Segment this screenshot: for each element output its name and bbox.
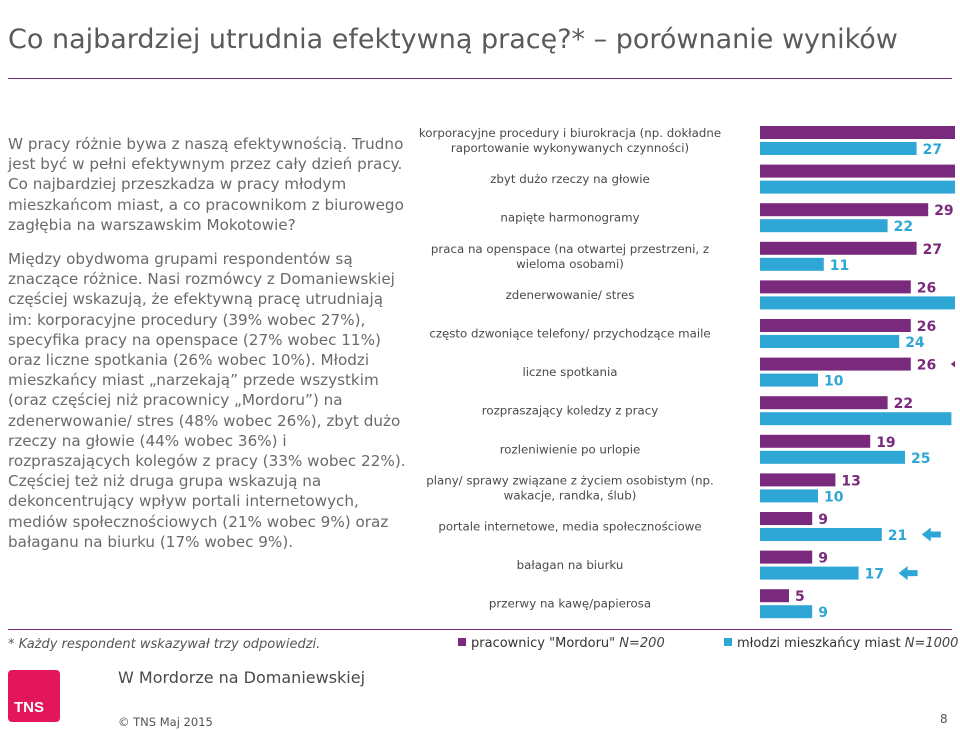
- bar-young: [760, 450, 905, 464]
- footnote: * Każdy respondent wskazywał trzy odpowi…: [8, 637, 321, 652]
- bar-young: [760, 257, 824, 271]
- value-label: 29: [934, 203, 953, 219]
- value-label: 26: [917, 319, 936, 335]
- title-divider: [8, 78, 952, 79]
- bar-young: [760, 296, 955, 310]
- bar-young: [760, 566, 859, 580]
- category-label: rozleniwienie po urlopie: [500, 442, 641, 456]
- footer-divider: [8, 629, 952, 630]
- value-label: 26: [917, 280, 936, 296]
- category-label: rozpraszający koledzy z pracy: [482, 404, 658, 418]
- summary-paragraph-1: W pracy różnie bywa z naszą efektywności…: [8, 135, 404, 234]
- category-label: często dzwoniące telefony/ przychodzące …: [429, 327, 710, 341]
- legend-n-young: N=1000: [904, 636, 959, 651]
- page-number: 8: [940, 712, 948, 726]
- bar-mordor: [760, 396, 888, 410]
- arrow-icon: [898, 566, 918, 581]
- category-label: plany/ sprawy związane z życiem osobisty…: [426, 473, 714, 487]
- tns-logo-text: TNS: [14, 699, 44, 716]
- bar-young: [760, 528, 882, 541]
- bar-mordor: [760, 241, 917, 255]
- legend-label-young: młodzi mieszkańcy miast: [737, 636, 901, 651]
- value-label: 13: [841, 473, 860, 489]
- bar-mordor: [760, 126, 955, 139]
- legend-item-mordor: pracownicy "Mordoru" N=200: [458, 636, 665, 651]
- value-label: 27: [923, 142, 942, 158]
- value-label: 26: [917, 358, 936, 374]
- category-label: zbyt dużo rzeczy na głowie: [490, 172, 650, 186]
- category-label: zdenerwowanie/ stres: [506, 288, 635, 302]
- bar-young: [760, 605, 813, 619]
- bar-mordor: [760, 319, 911, 332]
- value-label: 22: [894, 396, 913, 412]
- bar-mordor: [760, 164, 955, 178]
- bar-young: [760, 412, 952, 426]
- category-label: korporacyjne procedury i biurokracja (np…: [419, 126, 721, 140]
- arrow-icon: [921, 527, 941, 542]
- bar-young: [760, 373, 818, 387]
- bar-mordor: [760, 512, 813, 525]
- value-label: 19: [876, 435, 895, 451]
- summary-text: W pracy różnie bywa z naszą efektywności…: [8, 134, 406, 566]
- value-label: 27: [923, 242, 942, 258]
- copyright: © TNS Maj 2015: [118, 715, 213, 729]
- tns-logo: TNS: [8, 670, 60, 722]
- arrow-icon: [950, 360, 955, 368]
- comparison-bar-chart: korporacyjne procedury i biurokracja (np…: [419, 126, 955, 621]
- category-label: napięte harmonogramy: [500, 211, 639, 225]
- legend-item-young: młodzi mieszkańcy miast N=1000: [724, 636, 958, 651]
- category-label: przerwy na kawę/papierosa: [489, 597, 651, 611]
- category-label: bałagan na biurku: [517, 558, 624, 572]
- bar-mordor: [760, 550, 813, 564]
- value-label: 22: [894, 219, 913, 235]
- bar-young: [760, 489, 818, 503]
- category-label: praca na openspace (na otwartej przestrz…: [431, 242, 709, 256]
- value-label: 9: [818, 551, 828, 567]
- bar-young: [760, 335, 900, 348]
- bar-young: [760, 180, 955, 194]
- summary-paragraph-2: Między obydwoma grupami respondentów są …: [8, 250, 406, 551]
- category-label: wieloma osobami): [516, 257, 624, 271]
- category-label: liczne spotkania: [522, 365, 617, 379]
- bar-young: [760, 219, 888, 233]
- category-label: wakacje, randka, ślub): [504, 488, 637, 502]
- value-label: 25: [911, 451, 930, 467]
- value-label: 5: [795, 589, 805, 605]
- value-label: 21: [888, 528, 907, 544]
- bar-mordor: [760, 203, 929, 217]
- bar-young: [760, 142, 917, 155]
- legend-swatch-young: [724, 638, 732, 646]
- value-label: 11: [830, 258, 849, 274]
- category-label: portale internetowe, media społecznościo…: [438, 520, 701, 534]
- legend-label-mordor: pracownicy "Mordoru": [471, 636, 616, 651]
- page-title: Co najbardziej utrudnia efektywną pracę?…: [8, 24, 898, 55]
- value-label: 9: [818, 512, 828, 528]
- legend-swatch-mordor: [458, 638, 466, 646]
- bar-mordor: [760, 434, 871, 448]
- value-label: 10: [824, 374, 844, 390]
- bar-mordor: [760, 589, 789, 603]
- footer-title: W Mordorze na Domaniewskiej: [118, 668, 366, 687]
- value-label: 24: [905, 335, 925, 351]
- value-label: 9: [818, 605, 828, 621]
- bar-mordor: [760, 357, 911, 371]
- value-label: 10: [824, 489, 844, 505]
- category-label: raportowanie wykonywanych czynności): [451, 141, 689, 155]
- bar-mordor: [760, 280, 911, 294]
- bar-mordor: [760, 473, 836, 487]
- legend-n-mordor: N=200: [619, 636, 665, 651]
- value-label: 17: [865, 567, 884, 583]
